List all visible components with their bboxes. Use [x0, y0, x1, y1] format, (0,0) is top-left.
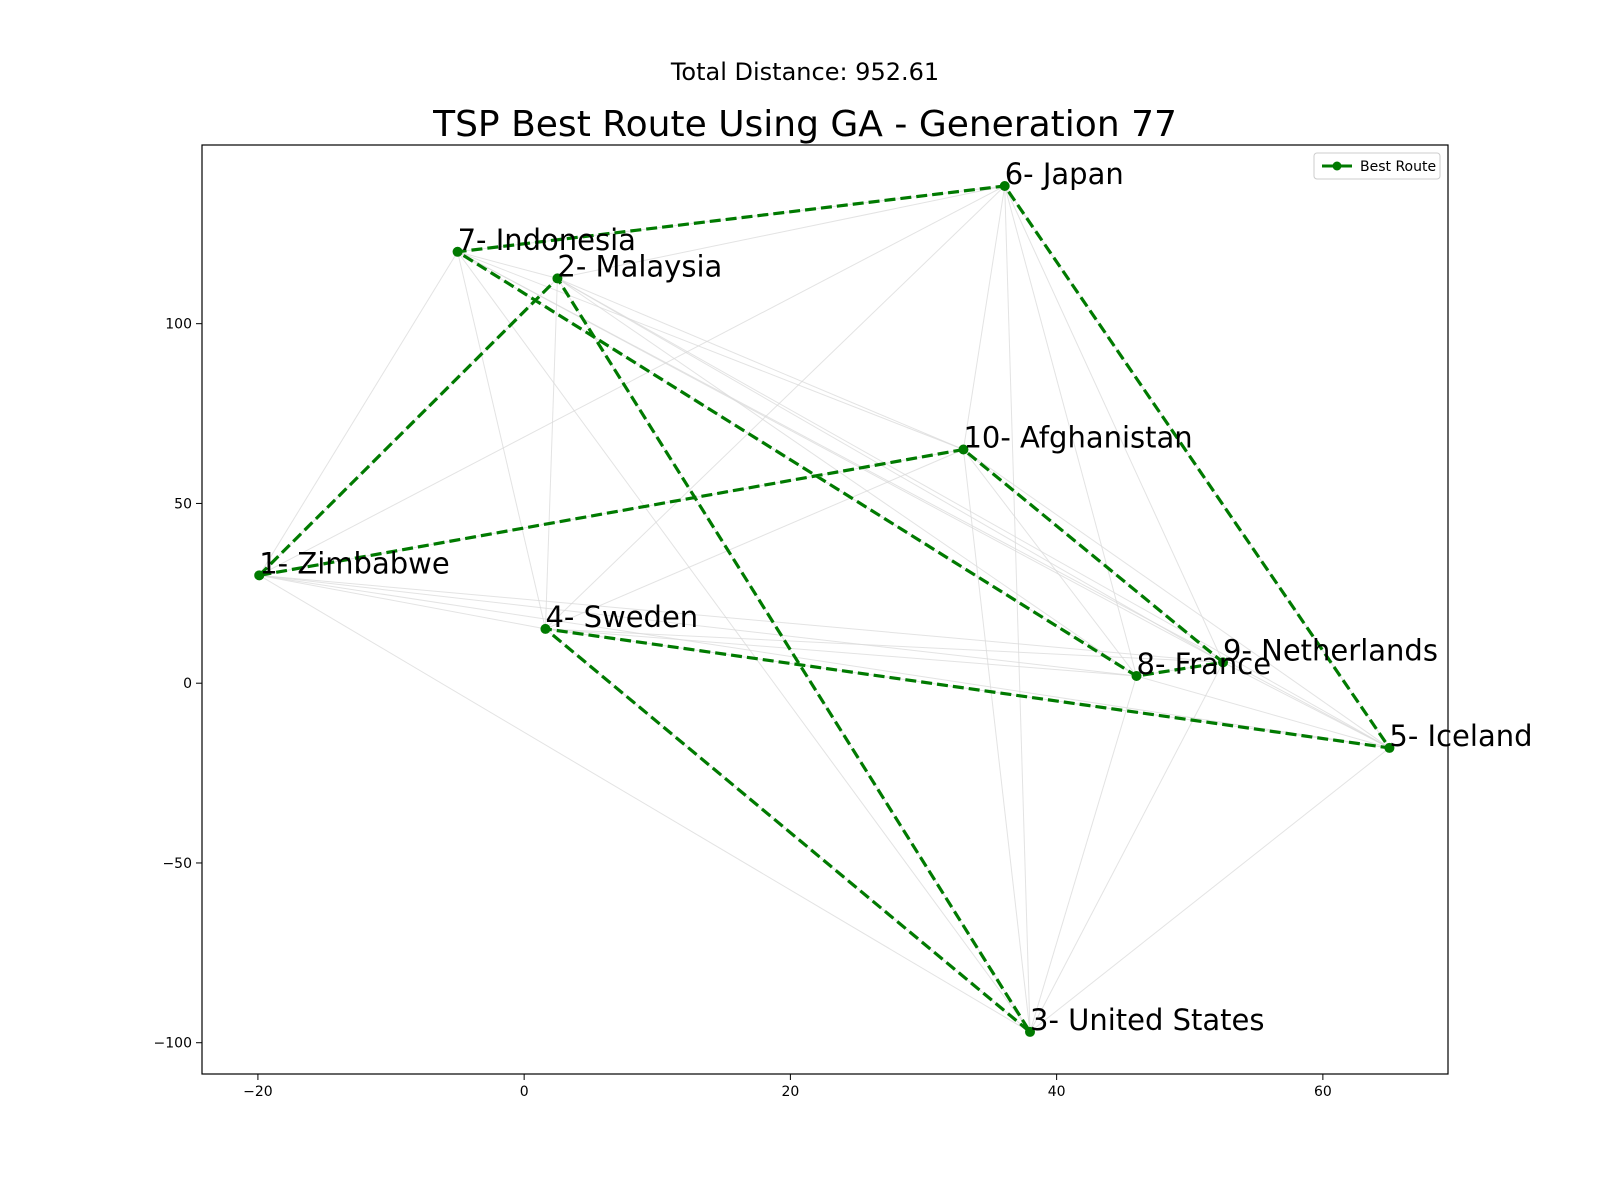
candidate-edge — [259, 574, 1390, 749]
candidate-edge — [457, 251, 546, 630]
city-point — [452, 246, 463, 257]
x-tick-label: 60 — [1314, 1084, 1332, 1100]
city-point — [1025, 1026, 1036, 1037]
candidate-edge — [259, 574, 1224, 663]
candidate-edge — [963, 449, 1390, 749]
candidate-edge — [557, 277, 964, 450]
candidate-edge — [1004, 185, 1224, 663]
city-label: 1- Zimbabwe — [259, 546, 449, 580]
city-point — [958, 444, 969, 455]
candidate-edge — [259, 574, 546, 630]
y-tick-label: 100 — [165, 317, 192, 333]
candidate-edge — [557, 277, 1390, 749]
candidate-edges — [258, 185, 1390, 1033]
city-label: 7- Indonesia — [458, 223, 636, 257]
total-distance-suptitle: Total Distance: 952.61 — [670, 58, 939, 86]
candidate-edge — [545, 628, 1224, 663]
city-label: 3- United States — [1030, 1003, 1265, 1037]
candidate-edge — [258, 574, 1031, 1033]
candidate-edge — [457, 251, 964, 450]
candidate-edge — [1029, 675, 1137, 1033]
city-label: 8- France — [1137, 647, 1272, 681]
candidate-edge — [544, 278, 558, 629]
city-point — [1131, 671, 1142, 682]
y-tick-label: −100 — [154, 1036, 192, 1052]
candidate-edge — [557, 277, 1137, 677]
candidate-edge — [457, 251, 558, 279]
candidate-edge — [259, 185, 1005, 576]
x-axis-ticks: −20 0 20 40 60 — [243, 1074, 1332, 1100]
candidate-edge — [962, 185, 1006, 450]
candidate-edge — [457, 251, 1390, 749]
city-label: 9- Netherlands — [1223, 633, 1438, 667]
chart-title: TSP Best Route Using GA - Generation 77 — [432, 104, 1177, 145]
legend-box — [1313, 152, 1441, 180]
city-label: 4- Sweden — [545, 600, 698, 634]
city-point — [1384, 742, 1395, 753]
candidate-edge — [1004, 185, 1137, 677]
x-tick-label: 40 — [1048, 1084, 1066, 1100]
city-label: 6- Japan — [1005, 157, 1124, 191]
legend-swatch-marker — [1332, 161, 1342, 171]
x-tick-label: 0 — [520, 1084, 529, 1100]
candidate-edge — [557, 277, 1224, 663]
y-tick-label: 0 — [183, 676, 192, 692]
legend-label-best-route: Best Route — [1360, 159, 1436, 175]
y-axis-ticks: −100 −50 0 50 100 — [154, 317, 202, 1052]
city-point — [540, 623, 551, 634]
city-label: 10- Afghanistan — [963, 421, 1192, 455]
x-tick-label: 20 — [781, 1084, 799, 1100]
best-route-line — [258, 184, 1392, 1034]
best-route-path — [258, 184, 1392, 1034]
candidate-edge — [1029, 747, 1390, 1033]
candidate-edge — [963, 449, 1137, 677]
candidate-edge — [1136, 675, 1390, 749]
candidate-edge — [545, 449, 964, 630]
candidate-edge — [962, 449, 1031, 1032]
city-point — [999, 180, 1010, 191]
city-label: 5- Iceland — [1389, 719, 1532, 753]
x-tick-label: −20 — [243, 1084, 273, 1100]
plot-area: 1- Zimbabwe 2- Malaysia 3- United States 4-… — [254, 157, 1533, 1037]
city-points — [254, 180, 1395, 1037]
candidate-edge — [259, 574, 1137, 677]
candidate-edge — [1029, 662, 1224, 1033]
axes-frame — [201, 144, 1449, 1075]
candidate-edge — [1004, 185, 1031, 1032]
city-point — [1218, 657, 1229, 668]
y-tick-label: 50 — [174, 496, 192, 512]
legend: Best Route — [1313, 152, 1441, 180]
candidate-edge — [545, 628, 1137, 677]
candidate-edge — [1222, 661, 1390, 749]
city-point — [552, 273, 563, 284]
candidate-edge — [557, 185, 1005, 279]
candidate-edge — [457, 251, 1031, 1033]
candidate-edge — [258, 251, 459, 576]
city-point — [254, 570, 265, 581]
y-tick-label: −50 — [162, 856, 192, 872]
candidate-edge — [545, 185, 1006, 630]
city-labels: 1- Zimbabwe 2- Malaysia 3- United States 4-… — [259, 157, 1532, 1037]
city-label: 2- Malaysia — [557, 249, 722, 283]
